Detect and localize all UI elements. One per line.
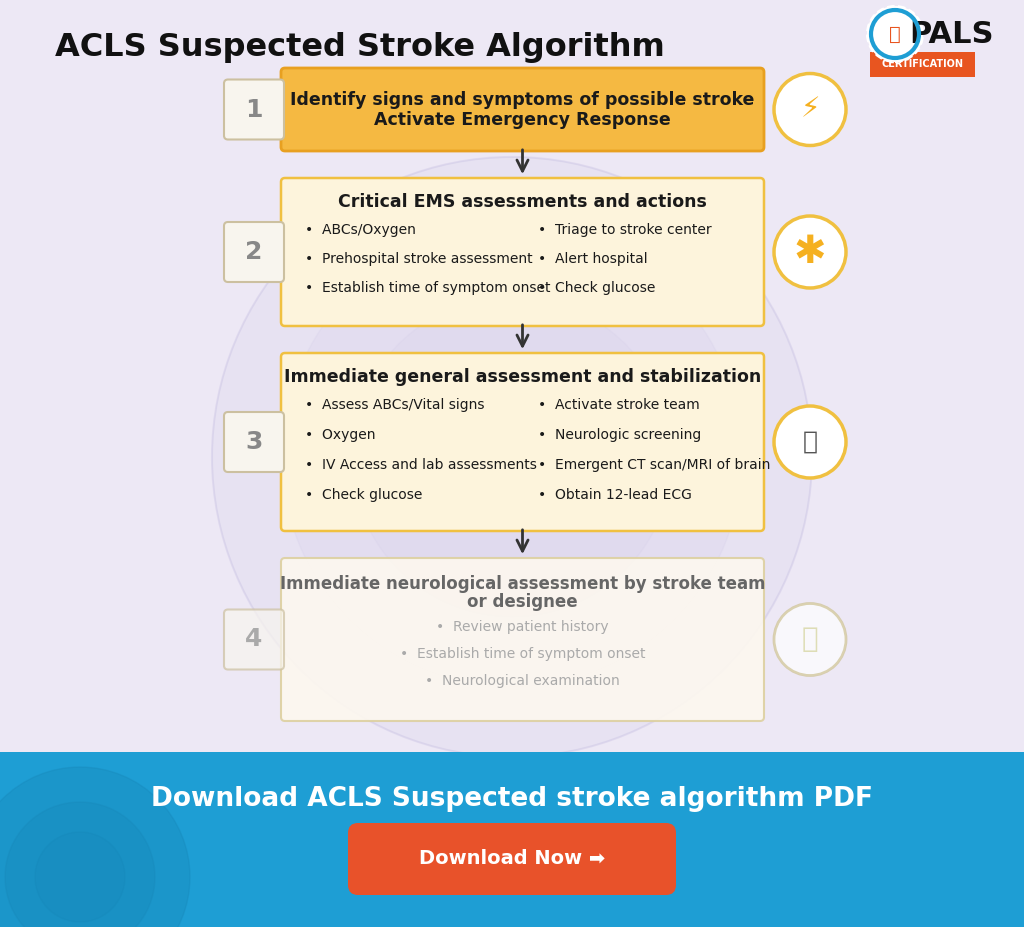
Text: •  Alert hospital: • Alert hospital xyxy=(538,252,647,266)
FancyBboxPatch shape xyxy=(281,558,764,721)
Text: 👤: 👤 xyxy=(802,626,818,654)
FancyBboxPatch shape xyxy=(224,222,284,282)
Text: •  Establish time of symptom onset: • Establish time of symptom onset xyxy=(399,647,645,661)
Text: PALS: PALS xyxy=(909,19,994,48)
FancyBboxPatch shape xyxy=(0,752,1024,927)
FancyBboxPatch shape xyxy=(281,178,764,326)
Text: •  Assess ABCs/Vital signs: • Assess ABCs/Vital signs xyxy=(305,398,484,412)
Circle shape xyxy=(35,832,125,922)
Circle shape xyxy=(0,767,190,927)
FancyBboxPatch shape xyxy=(224,80,284,139)
Text: 3: 3 xyxy=(246,430,263,454)
Text: •  Emergent CT scan/MRI of brain: • Emergent CT scan/MRI of brain xyxy=(538,458,770,472)
Text: •  Establish time of symptom onset: • Establish time of symptom onset xyxy=(305,281,551,295)
Text: ACLS Suspected Stroke Algorithm: ACLS Suspected Stroke Algorithm xyxy=(55,32,665,62)
Text: Immediate general assessment and stabilization: Immediate general assessment and stabili… xyxy=(284,368,761,386)
Text: ⚡: ⚡ xyxy=(800,95,820,123)
Text: ✱: ✱ xyxy=(794,233,826,271)
Circle shape xyxy=(774,603,846,676)
Text: Activate Emergency Response: Activate Emergency Response xyxy=(374,110,671,129)
FancyBboxPatch shape xyxy=(348,823,676,895)
Text: CERTIFICATION: CERTIFICATION xyxy=(881,59,963,69)
Circle shape xyxy=(212,157,812,757)
Circle shape xyxy=(774,406,846,478)
Text: Critical EMS assessments and actions: Critical EMS assessments and actions xyxy=(338,193,707,211)
Text: Download ACLS Suspected stroke algorithm PDF: Download ACLS Suspected stroke algorithm… xyxy=(151,786,873,812)
Text: Identify signs and symptoms of possible stroke: Identify signs and symptoms of possible … xyxy=(291,91,755,108)
Circle shape xyxy=(774,73,846,146)
Text: •  Neurologic screening: • Neurologic screening xyxy=(538,428,700,442)
Text: •  Neurological examination: • Neurological examination xyxy=(425,674,620,688)
Text: 1: 1 xyxy=(246,97,263,121)
Text: •  Review patient history: • Review patient history xyxy=(436,620,609,634)
Text: 2: 2 xyxy=(246,240,263,264)
Text: •  IV Access and lab assessments: • IV Access and lab assessments xyxy=(305,458,537,472)
Circle shape xyxy=(867,6,923,62)
Text: •  ABCs/Oxygen: • ABCs/Oxygen xyxy=(305,223,416,237)
Text: Immediate neurological assessment by stroke team: Immediate neurological assessment by str… xyxy=(280,575,765,593)
Text: 4: 4 xyxy=(246,628,263,652)
Text: 👥: 👥 xyxy=(803,430,817,454)
Circle shape xyxy=(352,297,672,617)
Text: •  Check glucose: • Check glucose xyxy=(538,281,655,295)
Text: •  Oxygen: • Oxygen xyxy=(305,428,376,442)
Text: •  Check glucose: • Check glucose xyxy=(305,488,422,502)
Circle shape xyxy=(774,216,846,288)
FancyBboxPatch shape xyxy=(870,52,975,77)
Text: •  Triage to stroke center: • Triage to stroke center xyxy=(538,223,711,237)
FancyBboxPatch shape xyxy=(281,353,764,531)
Text: Download Now ➡: Download Now ➡ xyxy=(419,849,605,869)
FancyBboxPatch shape xyxy=(281,68,764,151)
Text: •  Activate stroke team: • Activate stroke team xyxy=(538,398,699,412)
Circle shape xyxy=(5,802,155,927)
Text: or designee: or designee xyxy=(467,593,578,611)
Text: •  Obtain 12-lead ECG: • Obtain 12-lead ECG xyxy=(538,488,691,502)
Text: •  Prehospital stroke assessment: • Prehospital stroke assessment xyxy=(305,252,532,266)
Circle shape xyxy=(282,227,742,687)
FancyBboxPatch shape xyxy=(224,412,284,472)
Text: 🧑: 🧑 xyxy=(889,24,901,44)
FancyBboxPatch shape xyxy=(224,609,284,669)
